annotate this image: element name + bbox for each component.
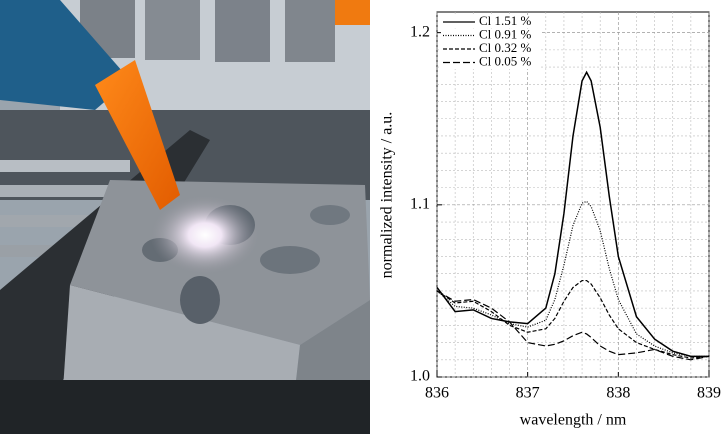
photo (0, 0, 370, 434)
series-line (436, 200, 709, 357)
legend-bg (441, 42, 541, 56)
legend-bg (441, 29, 541, 42)
x-tick-label: 837 (516, 385, 540, 402)
x-tick-label: 836 (425, 385, 449, 402)
y-tick-label: 1.2 (410, 23, 430, 40)
x-tick-label: 838 (606, 385, 630, 402)
series-line (436, 290, 710, 361)
legend-label: Cl 0.91 % (479, 26, 532, 41)
y-axis-title: normalized intensity / a.u. (379, 112, 396, 279)
series-line (436, 279, 710, 359)
legend-label: Cl 1.51 % (479, 13, 532, 28)
legend-bg (441, 56, 541, 69)
series-line (436, 70, 709, 358)
y-tick-label: 1.0 (410, 368, 430, 385)
x-tick-label: 839 (697, 385, 721, 402)
x-axis-title: wavelength / nm (520, 412, 627, 429)
legend-label: Cl 0.05 % (479, 53, 532, 68)
legend-label: Cl 0.32 % (479, 40, 532, 55)
y-tick-label: 1.1 (410, 196, 430, 213)
legend: Cl 1.51 %Cl 0.91 %Cl 0.32 %Cl 0.05 % (441, 13, 541, 69)
legend-bg (441, 15, 541, 29)
